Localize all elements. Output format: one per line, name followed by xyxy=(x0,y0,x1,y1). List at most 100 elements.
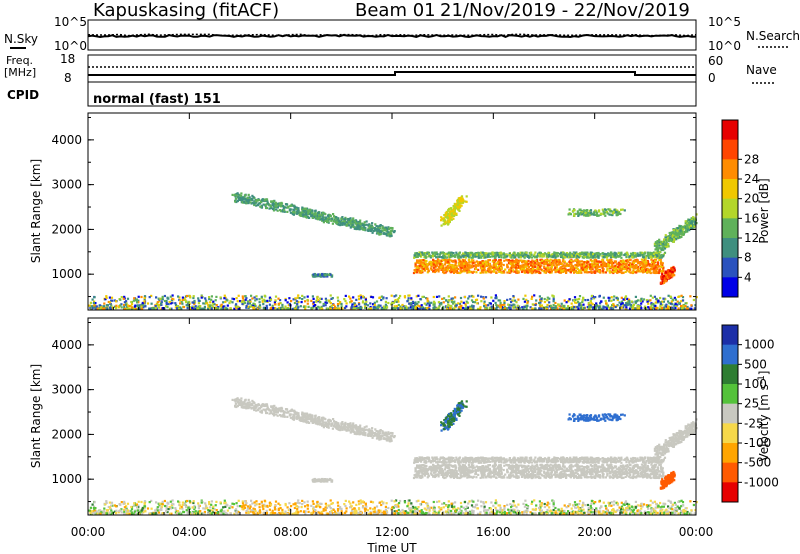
scatter-cell xyxy=(651,265,654,268)
scatter-cell xyxy=(634,255,637,258)
scatter-cell xyxy=(434,269,437,273)
scatter-cell xyxy=(100,306,103,309)
scatter-cell xyxy=(655,255,658,258)
scatter-cell xyxy=(589,266,592,269)
scatter-cell xyxy=(256,199,259,202)
scatter-cell xyxy=(691,227,694,230)
scatter-cell xyxy=(659,296,662,300)
scatter-cell xyxy=(547,267,550,270)
scatter-cell xyxy=(522,266,525,269)
scatter-cell xyxy=(229,300,232,303)
scatter-cell xyxy=(327,221,330,224)
scatter-cell xyxy=(550,265,553,269)
scatter-cell xyxy=(288,297,291,300)
scatter-cell xyxy=(589,253,592,256)
scatter-cell xyxy=(429,263,432,266)
scatter-cell xyxy=(301,294,304,297)
scatter-cell xyxy=(673,232,676,235)
scatter-cell xyxy=(662,300,665,303)
scatter-cell xyxy=(554,306,557,309)
scatter-cell xyxy=(662,248,665,252)
scatter-cell xyxy=(389,230,393,233)
scatter-cell xyxy=(326,220,329,224)
scatter-cell xyxy=(474,255,477,258)
scatter-cell xyxy=(603,261,606,264)
scatter-cell xyxy=(343,218,346,221)
scatter-cell xyxy=(681,299,685,302)
scatter-cell xyxy=(617,267,620,270)
scatter-cell xyxy=(330,219,333,222)
scatter-cell xyxy=(249,299,252,302)
scatter-cell xyxy=(359,306,362,309)
scatter-cell xyxy=(578,260,581,263)
scatter-cell xyxy=(419,298,422,301)
scatter-cell xyxy=(381,226,384,229)
scatter-cell xyxy=(371,225,374,228)
scatter-cell xyxy=(668,231,671,235)
scatter-cell xyxy=(358,303,361,306)
scatter-cell xyxy=(235,200,238,204)
scatter-cell xyxy=(606,305,609,308)
scatter-cell xyxy=(545,262,549,265)
scatter-cell xyxy=(463,259,467,262)
scatter-cell xyxy=(388,227,391,230)
scatter-cell xyxy=(578,302,581,305)
scatter-cell xyxy=(458,254,461,257)
scatter-cell xyxy=(137,295,140,298)
scatter-cell xyxy=(610,271,613,274)
scatter-cell xyxy=(632,252,635,256)
scatter-cell xyxy=(301,206,304,209)
scatter-cell xyxy=(498,260,501,263)
scatter-cell xyxy=(108,296,111,299)
scatter-cell xyxy=(482,296,485,299)
scatter-cell xyxy=(533,294,536,297)
scatter-cell xyxy=(199,305,202,308)
scatter-cell xyxy=(464,256,467,259)
scatter-cell xyxy=(457,307,460,310)
scatter-cell xyxy=(372,303,375,306)
scatter-cell xyxy=(512,266,515,269)
scatter-cell xyxy=(533,253,536,256)
scatter-cell xyxy=(450,270,453,273)
scatter-cell xyxy=(424,262,428,265)
scatter-cell xyxy=(159,297,162,300)
scatter-cell xyxy=(135,298,138,301)
scatter-cell xyxy=(465,253,468,256)
scatter-cell xyxy=(498,259,501,262)
scatter-cell xyxy=(426,265,429,268)
scatter-cell xyxy=(587,306,590,309)
scatter-cell xyxy=(231,297,234,300)
scatter-cell xyxy=(427,252,430,255)
scatter-cell xyxy=(546,264,549,267)
scatter-cell xyxy=(580,209,583,213)
scatter-cell xyxy=(236,300,239,303)
scatter-cell xyxy=(356,226,359,229)
scatter-cell xyxy=(572,260,575,263)
scatter-cell xyxy=(126,307,129,310)
scatter-cell xyxy=(468,261,471,264)
scatter-cell xyxy=(616,298,619,302)
scatter-cell xyxy=(572,254,576,257)
scatter-cell xyxy=(453,214,456,217)
scatter-cell xyxy=(595,304,599,307)
scatter-cell xyxy=(602,268,605,271)
scatter-cell xyxy=(488,268,491,272)
scatter-cell xyxy=(625,263,628,266)
scatter-cell xyxy=(658,251,661,254)
scatter-cell xyxy=(202,302,205,305)
scatter-cell xyxy=(157,306,160,309)
scatter-cell xyxy=(423,307,426,310)
scatter-cell xyxy=(373,227,377,230)
scatter-cell xyxy=(595,252,598,255)
scatter-cell xyxy=(181,298,184,302)
scatter-cell xyxy=(420,270,423,274)
scatter-cell xyxy=(656,306,659,309)
scatter-cell xyxy=(646,271,649,274)
scatter-cell xyxy=(330,218,333,221)
scatter-cell xyxy=(667,294,670,297)
scatter-cell xyxy=(651,296,654,299)
scatter-cell xyxy=(428,262,431,265)
scatter-cell xyxy=(661,246,664,249)
scatter-cell xyxy=(448,217,451,220)
scatter-cell xyxy=(470,258,473,261)
